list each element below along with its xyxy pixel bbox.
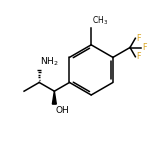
Text: F: F [142,43,146,52]
Text: NH$_2$: NH$_2$ [40,56,59,68]
Text: F: F [136,34,141,43]
Text: CH$_3$: CH$_3$ [92,15,108,27]
Text: F: F [136,52,141,61]
Text: OH: OH [55,106,69,115]
Polygon shape [52,91,56,104]
